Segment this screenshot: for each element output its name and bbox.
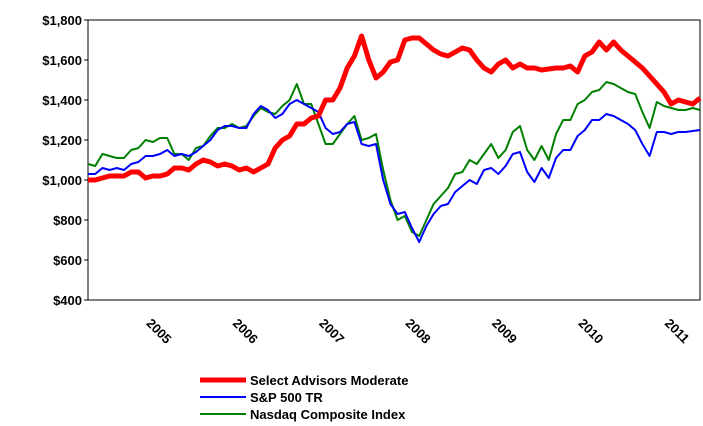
series-line <box>87 81 701 237</box>
legend-label: Select Advisors Moderate <box>250 373 408 388</box>
legend-label: S&P 500 TR <box>250 390 323 405</box>
legend-label: Nasdaq Composite Index <box>250 407 406 422</box>
x-tick-label: 2005 <box>143 316 174 347</box>
x-tick-label: 2011 <box>662 316 693 347</box>
x-tick-label: 2007 <box>316 316 347 347</box>
x-tick-label: 2009 <box>489 316 520 347</box>
y-tick-label: $400 <box>53 293 82 308</box>
x-tick-label: 2006 <box>230 316 261 347</box>
y-tick-label: $1,800 <box>42 13 82 28</box>
y-tick-label: $600 <box>53 253 82 268</box>
x-tick-label: 2008 <box>403 316 434 347</box>
y-tick-label: $800 <box>53 213 82 228</box>
x-tick-label: 2010 <box>575 316 606 347</box>
series-line <box>88 33 702 183</box>
y-tick-label: $1,600 <box>42 53 82 68</box>
plot-frame <box>87 19 701 301</box>
y-tick-label: $1,000 <box>42 173 82 188</box>
series-line <box>88 99 701 243</box>
y-tick-label: $1,200 <box>42 133 82 148</box>
y-tick-label: $1,400 <box>42 93 82 108</box>
